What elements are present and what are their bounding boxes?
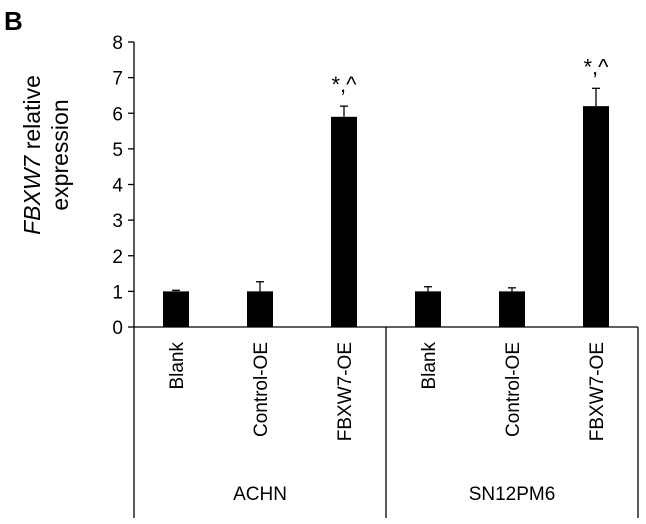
y-tick-label: 6 <box>112 104 123 125</box>
y-tick-label: 7 <box>112 69 123 90</box>
panel-label: B <box>4 6 23 36</box>
significance-label: *,^ <box>584 54 610 79</box>
y-axis-gene-name: FBXW7 <box>19 154 45 234</box>
y-tick-label: 8 <box>112 33 123 54</box>
x-tick-label: FBXW7-OE <box>335 342 356 441</box>
bar <box>331 116 357 327</box>
bar <box>163 291 189 327</box>
x-tick-label: FBXW7-OE <box>587 342 608 441</box>
group-label: ACHN <box>233 484 287 505</box>
bar <box>499 291 525 327</box>
x-tick-label: Blank <box>167 342 188 390</box>
y-axis-title-line1: FBXW7 relative <box>19 75 45 235</box>
bar <box>583 106 609 327</box>
y-tick-label: 5 <box>112 140 123 161</box>
y-tick-label: 3 <box>112 211 123 232</box>
bar <box>415 291 441 327</box>
y-tick-label: 0 <box>112 318 123 339</box>
bar <box>247 291 273 327</box>
y-axis-title: FBXW7 relative expression <box>19 75 73 235</box>
y-tick-label: 1 <box>112 282 123 303</box>
x-tick-label: Control-OE <box>503 342 524 437</box>
y-axis-title-suffix: relative <box>19 75 45 156</box>
y-tick-label: 2 <box>112 247 123 268</box>
plot-area: 0 1 2 3 4 5 6 7 8 Blank Control-OE *,^ FBXW7-OE Blank… <box>112 33 639 518</box>
y-tick-label: 4 <box>112 176 123 197</box>
group-label: SN12PM6 <box>469 484 556 505</box>
x-tick-label: Control-OE <box>251 342 272 437</box>
significance-label: *,^ <box>332 72 358 97</box>
x-tick-label: Blank <box>419 342 440 390</box>
y-axis-title-line2: expression <box>47 99 73 210</box>
